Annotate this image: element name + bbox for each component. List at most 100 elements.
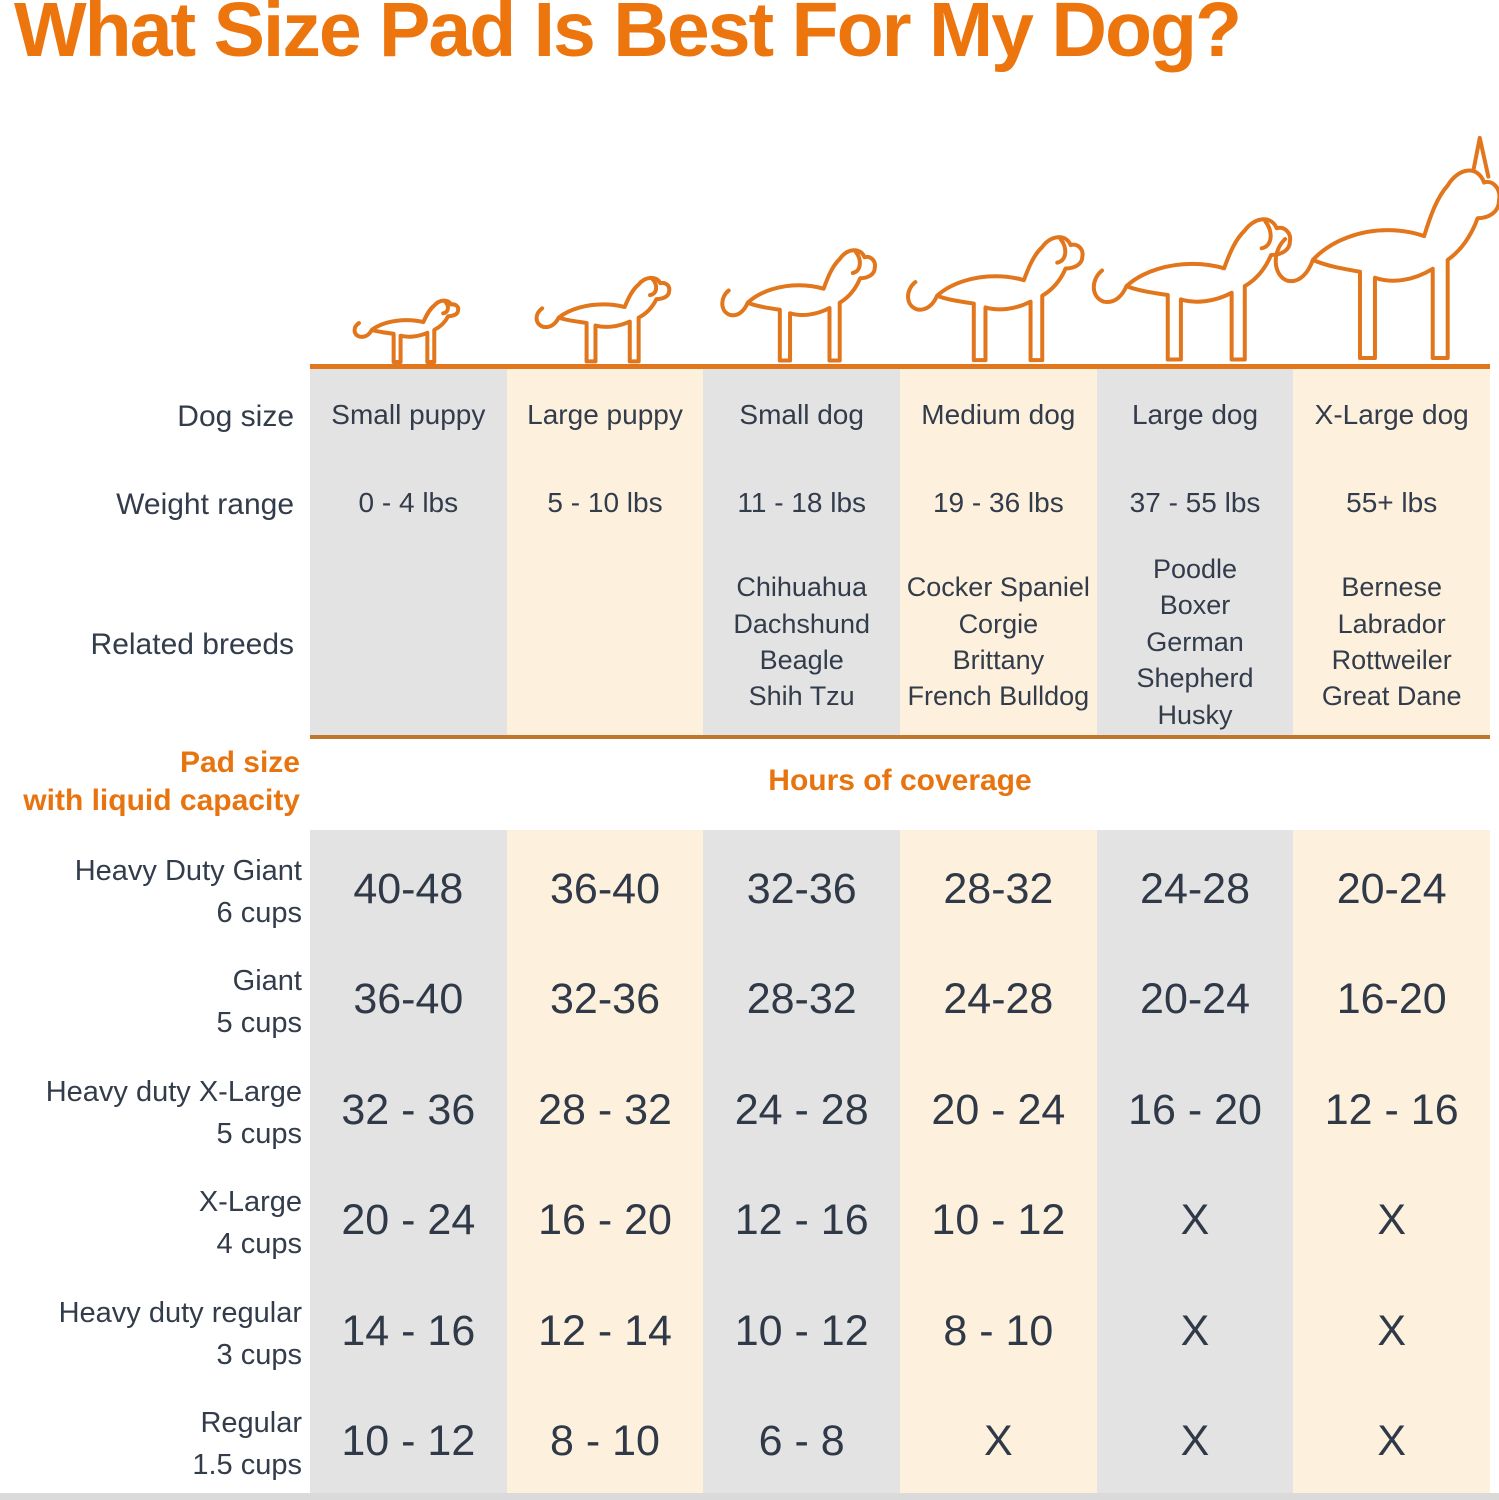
pad-name: Heavy duty X-Large — [45, 1076, 302, 1108]
page-title: What Size Pad Is Best For My Dog? — [14, 0, 1242, 73]
dog-size-cell: Small dog — [739, 399, 864, 430]
pad-row-label: Regular 1.5 cups — [0, 1402, 302, 1486]
hours-cell: 24 - 28 — [734, 1085, 869, 1134]
column-bg-large-puppy — [506, 830, 704, 1493]
large-puppy-icon — [532, 258, 678, 364]
pad-capacity: 1.5 cups — [192, 1449, 302, 1482]
hours-cell: 14 - 16 — [341, 1306, 476, 1355]
hours-cell: 40-48 — [353, 864, 464, 913]
pad-size-label-line1: Pad size — [179, 746, 300, 779]
hours-cell: 28-32 — [943, 864, 1054, 913]
column-bg-large-puppy — [506, 369, 704, 737]
column-bg-large-dog — [1096, 369, 1294, 737]
breeds-cell: Poodle Boxer German Shepherd Husky — [1136, 553, 1254, 730]
breeds-cell — [310, 552, 507, 732]
dog-size-cell: Small puppy — [331, 399, 486, 430]
hours-cell: 6 - 8 — [758, 1416, 845, 1465]
hours-cell: 16 - 20 — [538, 1195, 672, 1244]
small-puppy-icon — [351, 286, 465, 364]
hours-cell: X — [1180, 1306, 1210, 1355]
breeds-cell: Bernese Labrador Rottweiler Great Dane — [1321, 572, 1462, 712]
hours-cell: 28 - 32 — [538, 1085, 672, 1134]
hours-cell: 32-36 — [550, 974, 660, 1023]
pad-name: Heavy duty regular — [58, 1297, 302, 1329]
hours-row: 32 - 36 28 - 32 24 - 28 20 - 24 16 - 20 … — [310, 1078, 1490, 1142]
hours-cell: 36-40 — [550, 864, 660, 913]
column-bg-small-dog — [703, 830, 901, 1493]
pad-row-label: Heavy duty regular 3 cups — [0, 1292, 302, 1376]
pad-size-label-line2: with liquid capacity — [23, 783, 300, 817]
hours-row: 36-40 32-36 28-32 24-28 20-24 16-20 — [310, 967, 1490, 1031]
small-dog-icon — [717, 224, 885, 364]
dog-size-cell: X-Large dog — [1314, 399, 1469, 430]
hours-cell: 12 - 16 — [734, 1195, 869, 1244]
medium-dog-icon — [902, 208, 1094, 364]
hours-cell: X — [984, 1416, 1013, 1465]
hours-of-coverage-header: Hours of coverage — [768, 764, 1032, 797]
pad-name: Regular — [200, 1407, 302, 1439]
hours-cell: X — [1377, 1416, 1407, 1465]
hours-cell: 28-32 — [746, 974, 857, 1023]
dog-size-cell: Medium dog — [921, 399, 1076, 430]
weight-range-row: 0 - 4 lbs 5 - 10 lbs 11 - 18 lbs 19 - 36… — [310, 480, 1490, 526]
column-bg-medium-dog — [900, 369, 1097, 737]
pad-row-label: Heavy Duty Giant 6 cups — [0, 850, 302, 934]
column-bg-small-dog — [703, 369, 901, 737]
hours-cell: 10 - 12 — [931, 1195, 1066, 1244]
related-breeds-row: Chihuahua Dachshund Beagle Shih Tzu Cock… — [310, 552, 1490, 732]
pad-size-label: Pad size with liquid capacity — [0, 744, 300, 819]
hours-cell: 20-24 — [1140, 974, 1251, 1023]
pad-capacity: 3 cups — [216, 1339, 302, 1372]
pad-capacity: 5 cups — [216, 1007, 302, 1040]
weight-cell: 11 - 18 lbs — [737, 487, 867, 518]
pad-name: X-Large — [198, 1186, 302, 1218]
pad-row-label: Giant 5 cups — [0, 960, 302, 1044]
pad-capacity: 5 cups — [216, 1118, 302, 1151]
hours-cell: 32-36 — [746, 864, 857, 913]
hours-cell: 10 - 12 — [734, 1306, 869, 1355]
column-bg-xlarge-dog — [1293, 830, 1491, 1493]
pad-capacity: 4 cups — [216, 1228, 302, 1261]
section-divider — [310, 735, 1490, 739]
breeds-cell: Chihuahua Dachshund Beagle Shih Tzu — [733, 572, 870, 712]
row-label-related-breeds: Related breeds — [90, 628, 294, 661]
pad-row-label: X-Large 4 cups — [0, 1181, 302, 1265]
hours-cell: 8 - 10 — [943, 1306, 1054, 1355]
pad-name: Heavy Duty Giant — [74, 855, 302, 887]
weight-cell: 5 - 10 lbs — [547, 487, 663, 518]
hours-cell: 20 - 24 — [931, 1085, 1066, 1134]
weight-cell: 0 - 4 lbs — [358, 487, 459, 518]
hours-row: 10 - 12 8 - 10 6 - 8 X X X — [310, 1409, 1490, 1473]
hours-cell: 16-20 — [1336, 974, 1447, 1023]
row-label-weight-range: Weight range — [116, 488, 294, 521]
hours-cell: 36-40 — [353, 974, 464, 1023]
dog-size-cell: Large dog — [1131, 399, 1259, 430]
breeds-cell — [507, 552, 704, 732]
hours-cell: 24-28 — [1140, 864, 1251, 913]
hours-cell: 8 - 10 — [550, 1416, 660, 1465]
xlarge-dog-icon — [1268, 126, 1499, 364]
dog-size-row: Small puppy Large puppy Small dog Medium… — [310, 392, 1490, 438]
data-column-backgrounds — [310, 830, 1491, 1493]
hours-cell: X — [1180, 1416, 1210, 1465]
hours-cell: 20-24 — [1336, 864, 1447, 913]
hours-cell: 12 - 14 — [538, 1306, 672, 1355]
weight-cell: 55+ lbs — [1346, 487, 1438, 518]
hours-row: 14 - 16 12 - 14 10 - 12 8 - 10 X X — [310, 1299, 1490, 1363]
row-label-dog-size: Dog size — [177, 400, 294, 433]
hours-cell: 16 - 20 — [1128, 1085, 1262, 1134]
pad-row-label: Heavy duty X-Large 5 cups — [0, 1071, 302, 1155]
weight-cell: 19 - 36 lbs — [932, 487, 1064, 518]
large-dog-icon — [1087, 186, 1303, 364]
column-bg-small-puppy — [310, 830, 507, 1493]
hours-cell: 12 - 16 — [1324, 1085, 1459, 1134]
hours-cell: X — [1377, 1195, 1407, 1244]
weight-cell: 37 - 55 lbs — [1129, 487, 1261, 518]
hours-cell: 24-28 — [943, 974, 1054, 1023]
column-bg-small-puppy — [310, 369, 507, 737]
column-bg-xlarge-dog — [1293, 369, 1491, 737]
hours-cell: 20 - 24 — [341, 1195, 476, 1244]
header-column-backgrounds — [310, 369, 1491, 737]
column-bg-large-dog — [1096, 830, 1294, 1493]
